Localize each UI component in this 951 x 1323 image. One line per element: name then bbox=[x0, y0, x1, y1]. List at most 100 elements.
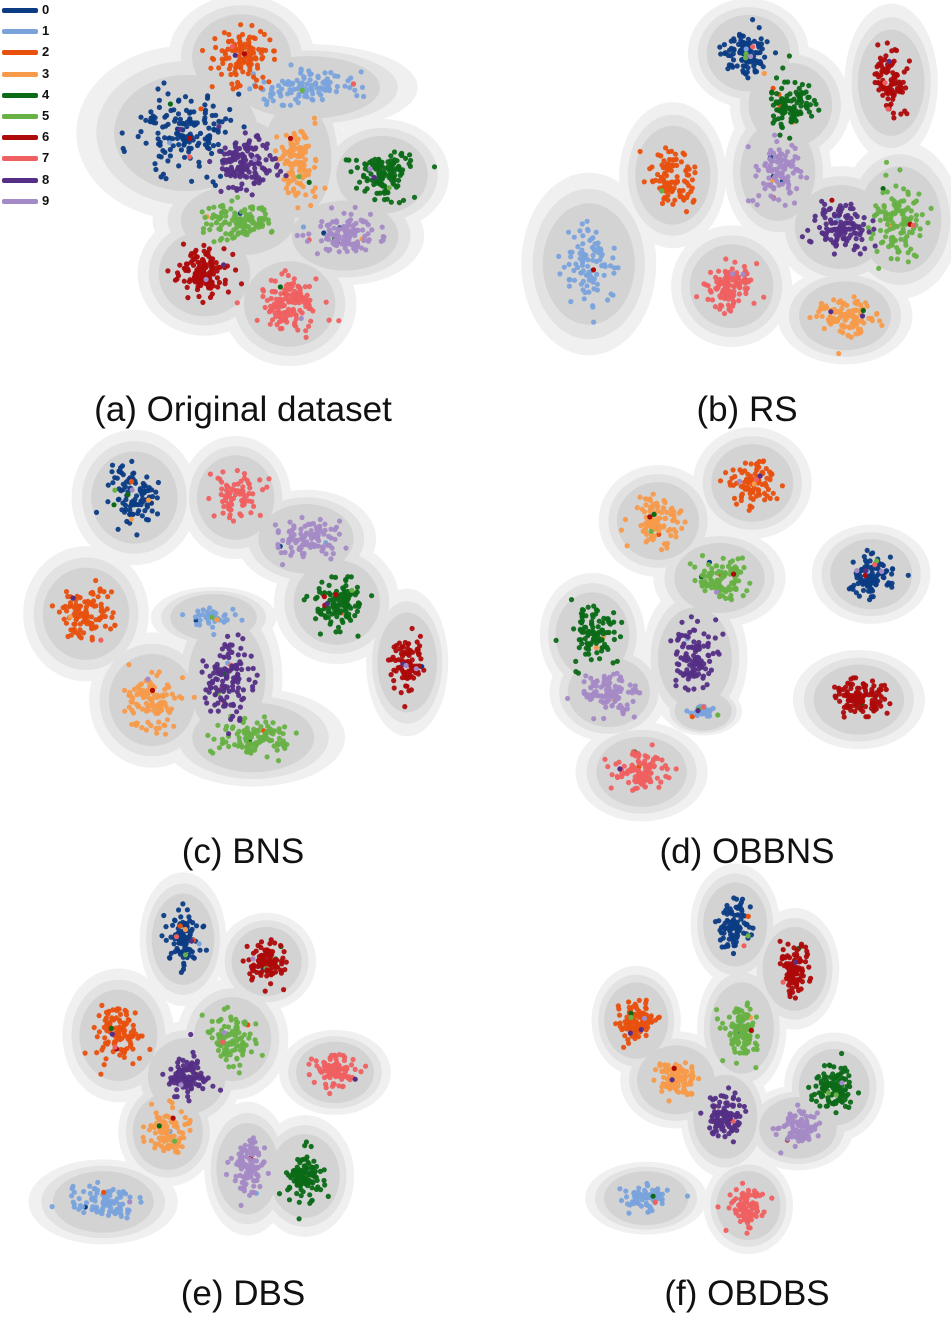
data-point bbox=[417, 643, 423, 649]
data-point bbox=[903, 235, 909, 241]
data-point bbox=[260, 142, 266, 148]
data-point bbox=[731, 571, 737, 577]
data-point bbox=[156, 153, 162, 159]
data-point bbox=[216, 123, 222, 129]
data-point bbox=[731, 586, 737, 592]
data-point bbox=[105, 482, 111, 488]
data-point bbox=[669, 162, 676, 168]
data-point bbox=[196, 159, 202, 165]
data-point bbox=[770, 113, 777, 119]
data-point bbox=[378, 163, 384, 169]
data-point bbox=[221, 262, 227, 268]
data-point bbox=[882, 80, 888, 86]
data-point bbox=[228, 206, 234, 212]
data-point bbox=[905, 189, 911, 195]
data-point bbox=[210, 179, 216, 185]
data-point bbox=[630, 787, 636, 793]
data-point bbox=[217, 173, 224, 179]
data-point bbox=[302, 173, 308, 179]
data-point bbox=[255, 728, 261, 734]
data-point bbox=[840, 330, 846, 336]
data-point bbox=[139, 1033, 145, 1039]
data-point bbox=[787, 135, 793, 141]
data-point bbox=[853, 230, 859, 236]
data-point bbox=[750, 44, 756, 50]
data-point bbox=[590, 252, 596, 259]
data-point bbox=[206, 680, 212, 687]
data-point bbox=[203, 663, 209, 669]
data-point bbox=[318, 85, 324, 91]
data-point bbox=[297, 545, 303, 551]
data-point bbox=[876, 265, 882, 271]
data-point bbox=[692, 564, 698, 570]
data-point bbox=[768, 158, 774, 164]
data-point bbox=[206, 246, 212, 252]
data-point bbox=[393, 668, 399, 674]
data-point bbox=[779, 483, 786, 489]
data-point bbox=[718, 294, 724, 300]
data-point bbox=[585, 642, 591, 648]
data-point bbox=[840, 709, 847, 716]
data-point bbox=[796, 85, 802, 91]
data-point bbox=[224, 237, 230, 243]
data-point bbox=[213, 685, 219, 691]
data-point bbox=[202, 102, 208, 108]
data-point bbox=[742, 280, 748, 286]
data-point bbox=[663, 145, 669, 151]
data-point bbox=[590, 267, 597, 273]
data-point bbox=[282, 724, 288, 730]
data-point bbox=[333, 592, 339, 598]
data-point bbox=[240, 484, 246, 490]
data-point bbox=[585, 604, 591, 610]
data-point bbox=[840, 236, 846, 242]
data-point bbox=[904, 66, 910, 72]
data-point bbox=[584, 283, 590, 289]
data-point bbox=[355, 600, 361, 606]
data-point bbox=[630, 698, 636, 705]
data-point bbox=[367, 166, 373, 172]
data-point bbox=[617, 634, 624, 640]
data-point bbox=[333, 524, 340, 530]
data-point bbox=[359, 84, 366, 90]
data-point bbox=[771, 150, 777, 156]
data-point bbox=[283, 185, 289, 191]
data-point bbox=[860, 681, 867, 687]
data-point bbox=[250, 204, 256, 210]
data-point bbox=[820, 212, 826, 218]
data-point bbox=[184, 284, 190, 290]
data-point bbox=[674, 661, 680, 667]
data-point bbox=[886, 211, 893, 217]
data-point bbox=[128, 478, 135, 485]
data-point bbox=[336, 249, 342, 255]
data-point bbox=[736, 283, 742, 289]
data-point bbox=[692, 627, 698, 633]
data-point bbox=[701, 568, 708, 574]
data-point bbox=[304, 94, 310, 100]
data-point bbox=[135, 690, 141, 696]
data-point bbox=[683, 209, 690, 215]
data-point bbox=[234, 467, 240, 474]
data-point bbox=[260, 287, 266, 293]
data-point bbox=[250, 687, 256, 693]
data-point bbox=[310, 188, 316, 194]
data-point bbox=[261, 96, 267, 102]
scatter-panel-e bbox=[28, 872, 391, 1245]
data-point bbox=[377, 180, 383, 186]
data-point bbox=[260, 74, 266, 80]
data-point bbox=[396, 200, 402, 206]
data-point bbox=[208, 65, 214, 71]
data-point bbox=[317, 526, 323, 532]
data-point bbox=[264, 484, 270, 490]
data-point bbox=[884, 189, 891, 195]
data-point bbox=[117, 1011, 124, 1018]
data-point bbox=[624, 543, 630, 549]
data-point bbox=[225, 151, 231, 157]
data-point bbox=[319, 219, 325, 225]
data-point bbox=[635, 771, 641, 778]
data-point bbox=[760, 64, 766, 70]
data-point bbox=[649, 742, 655, 748]
data-point bbox=[122, 687, 128, 694]
data-point bbox=[648, 528, 654, 535]
data-point bbox=[717, 306, 723, 312]
data-point bbox=[247, 86, 253, 92]
